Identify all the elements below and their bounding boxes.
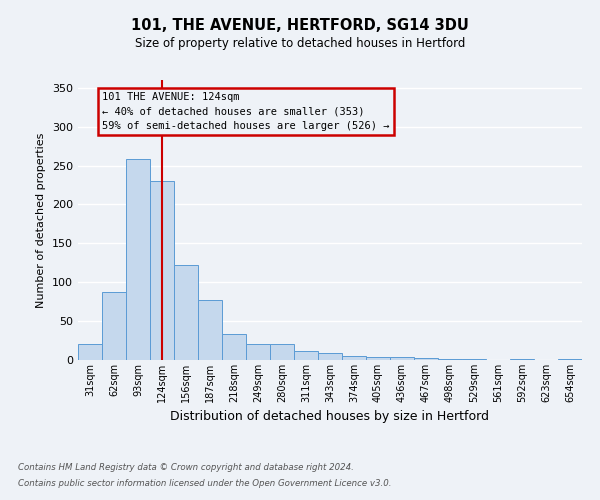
Bar <box>510 359 534 360</box>
Text: Contains public sector information licensed under the Open Government Licence v3: Contains public sector information licen… <box>18 478 392 488</box>
Bar <box>126 160 150 360</box>
Bar <box>390 357 414 360</box>
Bar <box>462 359 486 360</box>
Bar <box>318 353 342 360</box>
Text: 101, THE AVENUE, HERTFORD, SG14 3DU: 101, THE AVENUE, HERTFORD, SG14 3DU <box>131 18 469 32</box>
Text: Contains HM Land Registry data © Crown copyright and database right 2024.: Contains HM Land Registry data © Crown c… <box>18 464 354 472</box>
Bar <box>270 344 294 360</box>
Bar <box>294 352 318 360</box>
X-axis label: Distribution of detached houses by size in Hertford: Distribution of detached houses by size … <box>170 410 490 424</box>
Bar <box>174 265 198 360</box>
Bar <box>414 358 438 360</box>
Bar <box>150 181 174 360</box>
Bar <box>222 334 246 360</box>
Bar <box>366 357 390 360</box>
Y-axis label: Number of detached properties: Number of detached properties <box>37 132 46 308</box>
Bar <box>102 292 126 360</box>
Bar <box>558 359 582 360</box>
Bar <box>342 356 366 360</box>
Bar <box>246 344 270 360</box>
Bar <box>438 359 462 360</box>
Text: 101 THE AVENUE: 124sqm
← 40% of detached houses are smaller (353)
59% of semi-de: 101 THE AVENUE: 124sqm ← 40% of detached… <box>102 92 389 132</box>
Bar <box>198 300 222 360</box>
Text: Size of property relative to detached houses in Hertford: Size of property relative to detached ho… <box>135 38 465 51</box>
Bar <box>78 344 102 360</box>
